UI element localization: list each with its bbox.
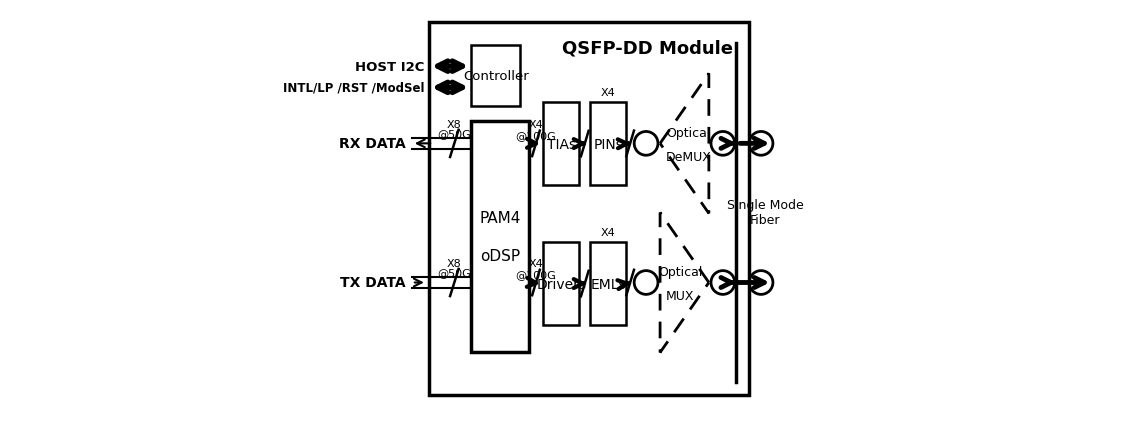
- Text: X4: X4: [601, 87, 615, 98]
- Bar: [471, 122, 529, 353]
- Text: @50G: @50G: [438, 267, 471, 277]
- Bar: [591, 103, 627, 185]
- Text: @100G: @100G: [515, 130, 557, 141]
- Text: TX DATA: TX DATA: [340, 276, 405, 289]
- Text: Controller: Controller: [462, 70, 529, 83]
- Text: PAM4: PAM4: [479, 211, 521, 226]
- Bar: [543, 243, 579, 325]
- Text: X8: X8: [447, 259, 461, 269]
- Text: X4: X4: [601, 227, 615, 237]
- Text: @50G: @50G: [438, 129, 471, 138]
- Bar: [471, 46, 520, 107]
- Text: X8: X8: [447, 120, 461, 130]
- Bar: [543, 103, 579, 185]
- Text: Optical: Optical: [666, 127, 711, 140]
- Bar: [591, 243, 627, 325]
- Text: PINs: PINs: [593, 137, 623, 151]
- Text: X4: X4: [529, 120, 543, 130]
- Text: DeMUX: DeMUX: [666, 150, 712, 163]
- Text: @100G: @100G: [515, 269, 557, 279]
- Text: INTL/LP /RST /ModSel: INTL/LP /RST /ModSel: [284, 82, 424, 95]
- Text: oDSP: oDSP: [480, 249, 520, 264]
- Text: X4: X4: [529, 259, 543, 269]
- Bar: [429, 23, 749, 395]
- Text: Single Mode
Fiber: Single Mode Fiber: [727, 199, 803, 227]
- Text: HOST I2C: HOST I2C: [356, 60, 424, 73]
- Text: TIAs: TIAs: [547, 137, 576, 151]
- Text: EMLs: EMLs: [591, 277, 626, 291]
- Text: MUX: MUX: [666, 289, 694, 302]
- Text: QSFP-DD Module: QSFP-DD Module: [561, 39, 732, 57]
- Text: Optical: Optical: [658, 266, 702, 279]
- Text: RX DATA: RX DATA: [339, 137, 405, 150]
- Text: Drivers: Drivers: [537, 277, 586, 291]
